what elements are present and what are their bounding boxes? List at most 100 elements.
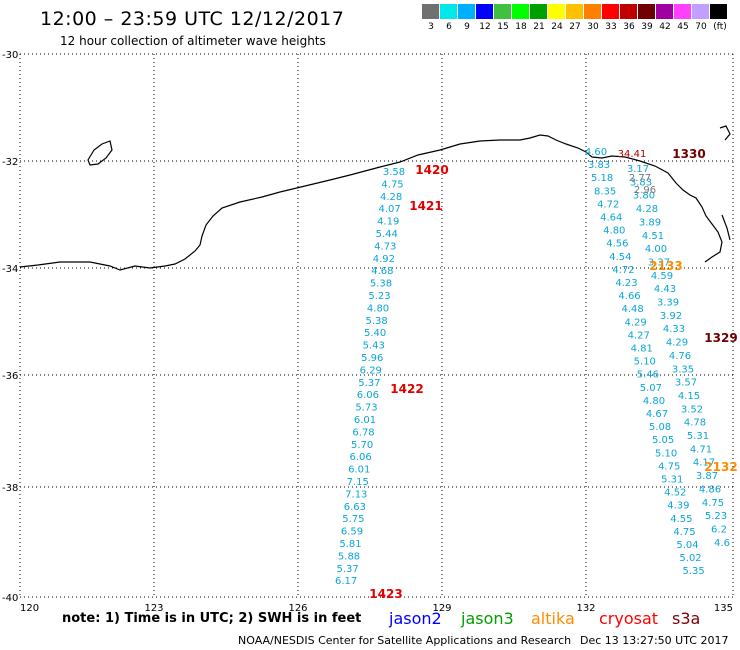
wave-height-value: 5.35 xyxy=(682,566,704,577)
longitude-label: 123 xyxy=(144,603,163,614)
wave-height-value: 4.75 xyxy=(673,527,695,538)
wave-height-value: 4.28 xyxy=(636,204,658,215)
longitude-label: 129 xyxy=(432,603,451,614)
wave-height-value: 7.15 xyxy=(347,477,369,488)
satellite-name-s3a: s3a xyxy=(672,609,701,628)
wave-height-value: 3.92 xyxy=(660,311,682,322)
coastline-east-fragment xyxy=(719,125,731,141)
legend-swatch xyxy=(710,4,728,19)
wave-height-value: 4.73 xyxy=(374,241,396,252)
legend-swatch xyxy=(512,4,530,19)
wave-height-value: 4.75 xyxy=(702,498,724,509)
wave-height-value: 3.17 xyxy=(627,164,649,175)
wave-height-value: 4.80 xyxy=(603,226,625,237)
longitude-label: 120 xyxy=(20,603,39,614)
legend-label: 30 xyxy=(587,22,599,32)
wave-height-value: 4.66 xyxy=(618,291,640,302)
latitude-label: -32 xyxy=(2,157,18,168)
wave-height-value: 4.19 xyxy=(377,217,399,228)
wave-height-value: 5.07 xyxy=(640,383,662,394)
wave-height-value: 5.31 xyxy=(661,475,683,486)
satellite-name-jason2: jason2 xyxy=(389,609,442,628)
wave-height-value: 6.06 xyxy=(357,390,379,401)
legend-label: 45 xyxy=(677,22,689,32)
color-legend-labels: 3 6 9 12 15 18 21 24 27 30 33 36 39 42 45 70 (ft) xyxy=(422,22,730,32)
wave-height-value: 6.78 xyxy=(352,427,374,438)
wave-height-value: 6.06 xyxy=(350,452,372,463)
legend-label: 42 xyxy=(659,22,671,32)
wave-height-value: 5.37 xyxy=(358,378,380,389)
wave-height-value: 7.13 xyxy=(345,489,367,500)
wave-height-value: 5.31 xyxy=(687,431,709,442)
wave-height-value: 5.05 xyxy=(652,435,674,446)
wave-height-value: 4.59 xyxy=(651,271,673,282)
wave-height-value: 4.78 xyxy=(684,418,706,429)
wave-height-value: 6.29 xyxy=(360,365,382,376)
wave-height-value: 5.73 xyxy=(355,403,377,414)
legend-swatch xyxy=(656,4,674,19)
wave-height-value: 4.76 xyxy=(669,351,691,362)
legend-swatch xyxy=(494,4,512,19)
wave-height-value: 5.18 xyxy=(591,173,613,184)
legend-swatch xyxy=(530,4,548,19)
legend-label: 24 xyxy=(551,22,563,32)
wave-height-value: 3.39 xyxy=(657,298,679,309)
wave-height-value: 4.39 xyxy=(667,501,689,512)
legend-swatch xyxy=(638,4,656,19)
legend-swatch xyxy=(458,4,476,19)
wave-height-value: 4.60 xyxy=(585,147,607,158)
wave-height-value: 5.37 xyxy=(336,564,358,575)
satellite-name-cryosat: cryosat xyxy=(599,609,659,628)
wave-height-value: 4.86 xyxy=(699,484,721,495)
legend-swatch xyxy=(674,4,692,19)
track-time-label: 1423 xyxy=(369,587,402,601)
wave-height-value: 4.75 xyxy=(381,179,403,190)
legend-label: 15 xyxy=(497,22,509,32)
wave-height-value: 5.23 xyxy=(368,291,390,302)
coastline-island xyxy=(87,140,113,166)
wave-height-value: 6.01 xyxy=(348,465,370,476)
track-time-label: 1422 xyxy=(390,382,423,396)
wave-height-value: 5.75 xyxy=(342,514,364,525)
latitude-label: -36 xyxy=(2,371,18,382)
wave-height-value: 5.40 xyxy=(364,328,386,339)
legend-swatch xyxy=(476,4,494,19)
wave-height-value: 5.10 xyxy=(655,448,677,459)
wave-height-value: 5.08 xyxy=(649,422,671,433)
longitude-label: 135 xyxy=(714,603,733,614)
legend-label: 33 xyxy=(605,22,617,32)
wave-height-value: 6.63 xyxy=(344,502,366,513)
wave-height-value: 5.02 xyxy=(679,553,701,564)
legend-swatch xyxy=(602,4,620,19)
satellite-name-jason3: jason3 xyxy=(461,609,514,628)
wave-height-value: 2.96 xyxy=(634,185,656,196)
wave-height-value: 3.37 xyxy=(648,257,670,268)
wave-height-value: 4.29 xyxy=(625,317,647,328)
coastline-mainland xyxy=(19,134,723,271)
wave-height-value: 4.80 xyxy=(643,396,665,407)
page-subtitle: 12 hour collection of altimeter wave hei… xyxy=(60,34,326,48)
wave-height-value: 4.64 xyxy=(600,213,622,224)
wave-height-value: 2.77 xyxy=(629,173,651,184)
wave-height-value: 4.51 xyxy=(642,231,664,242)
wave-height-value: 4.75 xyxy=(658,461,680,472)
wave-height-value: 3.57 xyxy=(675,378,697,389)
wave-height-value: 3.87 xyxy=(696,471,718,482)
latitude-label: -30 xyxy=(2,50,18,61)
legend-label: 39 xyxy=(641,22,653,32)
track-time-label: 1329 xyxy=(704,331,737,345)
wave-height-value: 5.38 xyxy=(365,316,387,327)
latitude-label: -34 xyxy=(2,264,18,275)
wave-height-value: 4.68 xyxy=(371,266,393,277)
legend-label: (ft) xyxy=(713,22,727,32)
wave-height-value: 4.17 xyxy=(693,458,715,469)
wave-height-value: 4.80 xyxy=(367,303,389,314)
track-time-label: 1421 xyxy=(409,199,442,213)
wave-height-value: 4.07 xyxy=(379,204,401,215)
wave-height-value: 4.23 xyxy=(615,278,637,289)
satellite-name-altika: altika xyxy=(531,609,575,628)
legend-label: 12 xyxy=(479,22,491,32)
coastline-east-fragment-2 xyxy=(721,214,731,241)
timestamp-text: Dec 13 13:27:50 UTC 2017 xyxy=(580,634,729,647)
